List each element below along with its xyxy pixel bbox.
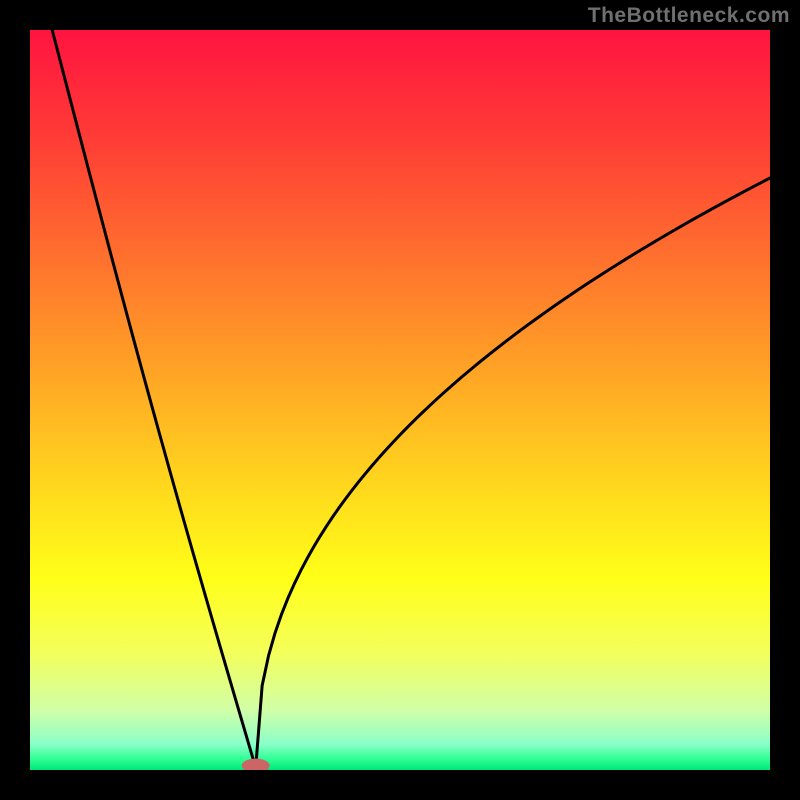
chart-container: TheBottleneck.com (0, 0, 800, 800)
gradient-background (30, 30, 770, 770)
watermark-text: TheBottleneck.com (588, 4, 790, 28)
plot-area (30, 30, 770, 770)
